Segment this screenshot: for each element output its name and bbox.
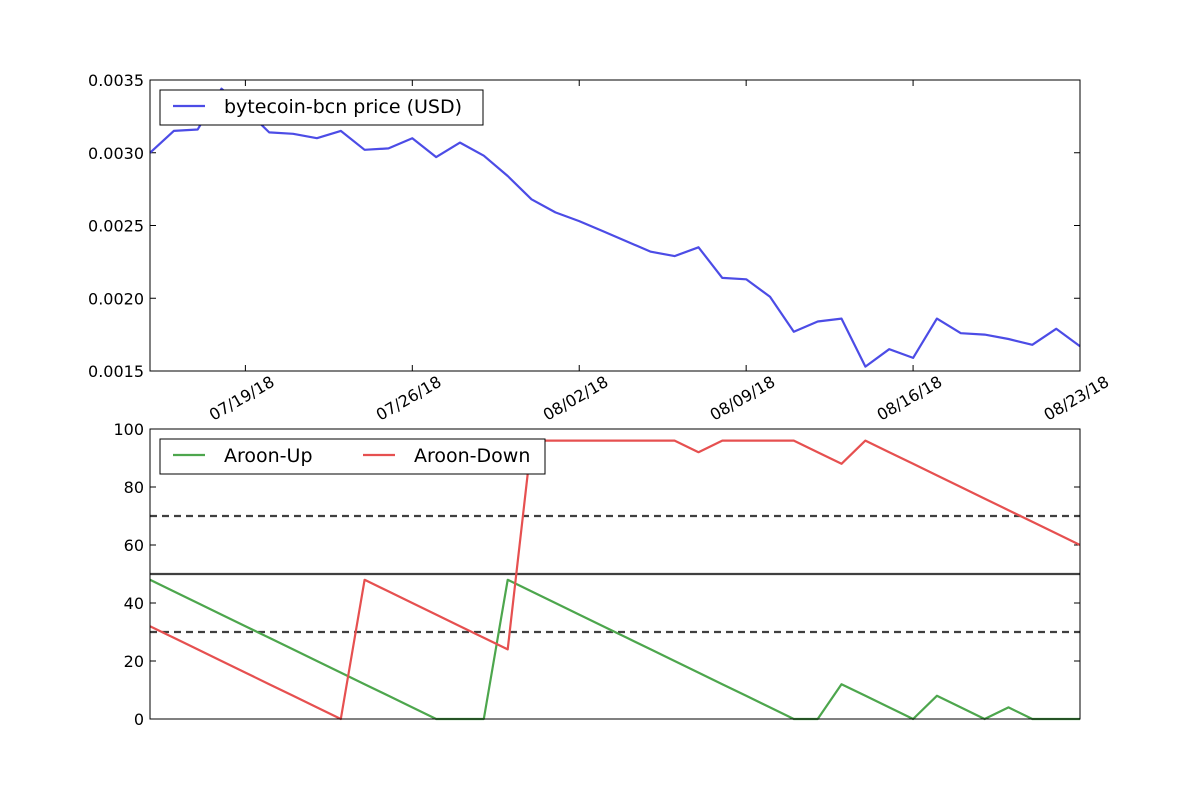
price-legend-box — [159, 89, 484, 126]
aroon-y-tick-label: 60 — [124, 536, 144, 555]
price-legend-label: bytecoin-bcn price (USD) — [224, 96, 462, 118]
price-y-tick-label: 0.0035 — [88, 71, 144, 90]
price-axes-frame — [149, 79, 1081, 372]
aroon-panel: 0 20 40 60 80 100 Aroon-Up Aroon-Down — [113, 420, 1081, 729]
aroon-up-legend-label: Aroon-Up — [224, 445, 313, 467]
price-y-tick-label: 0.0015 — [88, 362, 144, 381]
aroon-legend-box — [159, 438, 546, 475]
aroon-series-line-down — [149, 439, 1081, 721]
price-series-line — [149, 87, 1081, 368]
price-y-tick-label: 0.0030 — [88, 144, 144, 163]
aroon-y-tick-label: 0 — [134, 710, 144, 729]
aroon-y-tick-label: 20 — [124, 652, 144, 671]
price-y-tick-label: 0.0025 — [88, 217, 144, 236]
price-y-tick-label: 0.0020 — [88, 289, 144, 308]
aroon-y-tick-label: 100 — [113, 420, 144, 439]
aroon-down-legend-label: Aroon-Down — [414, 445, 530, 467]
aroon-legend: Aroon-Up Aroon-Down — [159, 438, 546, 475]
aroon-y-tick-label: 40 — [124, 594, 144, 613]
aroon-series-line-up — [149, 578, 1080, 721]
aroon-lines — [149, 439, 1081, 721]
aroon-ticks: 0 20 40 60 80 100 — [113, 420, 1080, 729]
aroon-axes-frame — [149, 428, 1081, 720]
aroon-y-tick-label: 80 — [124, 478, 144, 497]
price-axes-box — [149, 79, 1081, 372]
aroon-axes-box — [149, 428, 1081, 720]
price-legend: bytecoin-bcn price (USD) — [159, 89, 484, 126]
price-lines — [149, 87, 1081, 368]
aroon-reference-lines — [150, 514, 1080, 634]
